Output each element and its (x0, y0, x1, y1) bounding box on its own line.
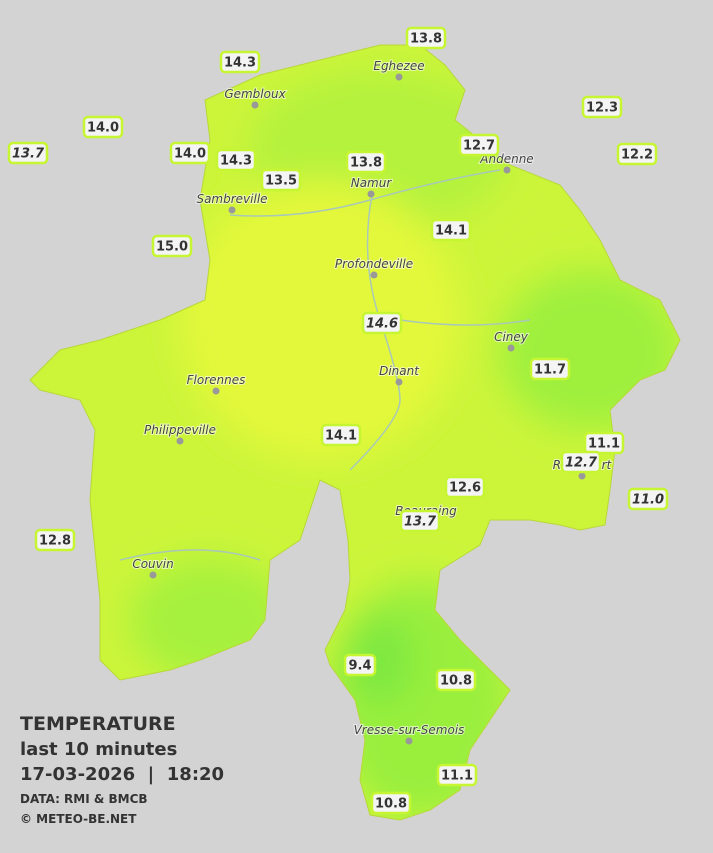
station-value: 14.1 (435, 224, 467, 239)
station-value: 11.0 (632, 493, 664, 508)
station-value: 10.8 (375, 797, 407, 812)
station-value: 12.2 (621, 148, 653, 163)
station-box (458, 133, 500, 157)
city-label: Sambreville (196, 192, 267, 206)
city-label: Profondeville (335, 257, 413, 271)
station-value: 13.5 (265, 174, 297, 189)
city-label: Dinant (379, 364, 420, 378)
city-label: Philippeville (144, 423, 216, 437)
city-label: Namur (351, 176, 393, 190)
city-dot (149, 571, 157, 579)
station-box (529, 357, 571, 381)
station-box (444, 475, 486, 499)
station-value: 9.4 (348, 659, 371, 674)
city-dot (507, 344, 515, 352)
station-box (370, 791, 412, 815)
station-box (219, 50, 261, 74)
station-box (435, 668, 477, 692)
station-value: 13.8 (410, 32, 442, 47)
station-box (399, 509, 441, 533)
station-box (34, 528, 76, 552)
station-box (260, 168, 302, 192)
city-dot (212, 387, 220, 395)
city-label: Gembloux (224, 87, 286, 101)
station-box (560, 450, 602, 474)
city-label: Florennes (187, 373, 246, 387)
city-dot (395, 378, 403, 386)
legend-datetime: 17-03-2026 | 18:20 (20, 764, 224, 785)
station-box (405, 26, 447, 50)
station-value: 15.0 (156, 240, 188, 255)
city-dot (395, 73, 403, 81)
legend: TEMPERATURE last 10 minutes 17-03-2026 |… (20, 713, 224, 826)
station-value: 14.1 (325, 429, 357, 444)
city-label: Eghezee (373, 59, 424, 73)
station-value: 12.3 (586, 101, 618, 116)
city-dot (176, 437, 184, 445)
station-value: 10.8 (440, 674, 472, 689)
city-dot (228, 206, 236, 214)
station-value: 14.0 (87, 121, 119, 136)
station-value: 11.1 (441, 769, 473, 784)
station-value: 14.6 (366, 317, 398, 332)
station-value: 12.6 (449, 481, 481, 496)
city-label: Couvin (132, 557, 173, 571)
station-value: 12.7 (565, 456, 598, 471)
station-box (82, 115, 124, 139)
station-box (361, 311, 403, 335)
station-box (430, 218, 472, 242)
station-box (215, 148, 257, 172)
station-box (627, 487, 669, 511)
legend-title: TEMPERATURE (20, 713, 176, 735)
station-box (581, 95, 623, 119)
station-value: 14.0 (174, 147, 206, 162)
station-box (345, 150, 387, 174)
station-value: 14.3 (220, 154, 252, 169)
city-dot (367, 190, 375, 198)
station-value: 12.7 (463, 139, 495, 154)
station-box (436, 763, 478, 787)
legend-credit: © METEO-BE.NET (20, 812, 137, 826)
station-value: 11.7 (534, 363, 566, 378)
station-value: 13.7 (12, 147, 45, 162)
city-dot (370, 271, 378, 279)
station-box (169, 141, 211, 165)
stations: 13.8 14.3 12.3 14.0 13.7 14.0 14.3 13.8 12.7 12.2… (7, 26, 669, 815)
city-label: Vresse-sur-Semois (354, 723, 465, 737)
station-box (583, 431, 625, 455)
station-box (7, 141, 49, 165)
city-dot (405, 737, 413, 745)
cities: EghezeeGemblouxAndenneNamurSambrevillePr… (131, 58, 614, 745)
station-box (616, 142, 658, 166)
legend-source: DATA: RMI & BMCB (20, 792, 148, 806)
station-box (343, 653, 377, 677)
city-label: Ciney (494, 330, 529, 344)
station-value: 14.3 (224, 56, 256, 71)
city-dot (578, 472, 586, 480)
station-value: 11.1 (588, 437, 620, 452)
station-box (320, 423, 362, 447)
legend-subtitle: last 10 minutes (20, 739, 177, 760)
city-dot (503, 166, 511, 174)
station-value: 12.8 (39, 534, 71, 549)
city-dot (251, 101, 259, 109)
station-value: 13.7 (404, 515, 437, 530)
station-value: 13.8 (350, 156, 382, 171)
station-box (151, 234, 193, 258)
